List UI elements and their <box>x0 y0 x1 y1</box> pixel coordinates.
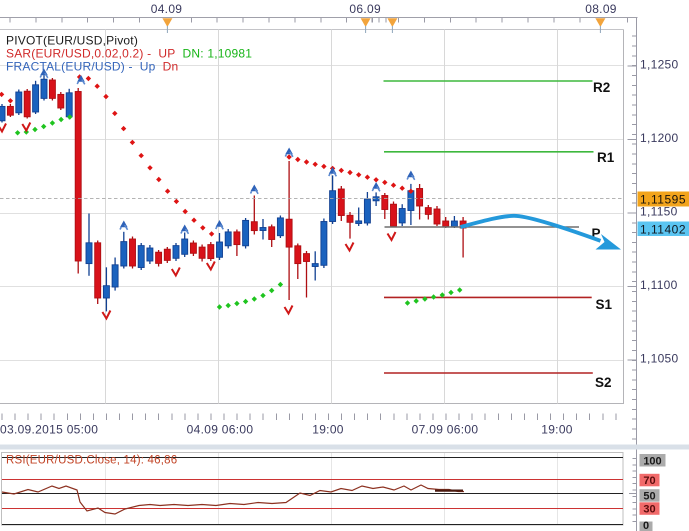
svg-text:07.09 06:00: 07.09 06:00 <box>412 423 479 437</box>
svg-text:1,1200: 1,1200 <box>640 131 679 145</box>
svg-text:FRACTAL(EUR/USD) - Up Dn: FRACTAL(EUR/USD) - Up Dn <box>6 60 178 74</box>
svg-text:19:00: 19:00 <box>312 423 344 437</box>
svg-text:RSI(EUR/USD.Close, 14): 46,86: RSI(EUR/USD.Close, 14): 46,86 <box>6 455 177 467</box>
svg-text:04.09: 04.09 <box>151 2 183 16</box>
svg-text:1,1250: 1,1250 <box>640 57 679 71</box>
svg-text:30: 30 <box>643 504 655 516</box>
svg-text:S1: S1 <box>596 297 613 312</box>
svg-text:S2: S2 <box>595 375 612 390</box>
svg-text:0: 0 <box>643 520 649 531</box>
svg-text:03.09.2015 05:00: 03.09.2015 05:00 <box>0 423 98 437</box>
svg-text:R1: R1 <box>597 150 615 165</box>
svg-text:PIVOT(EUR/USD,Pivot): PIVOT(EUR/USD,Pivot) <box>6 34 138 48</box>
svg-text:19:00: 19:00 <box>541 423 573 437</box>
svg-text:1,1100: 1,1100 <box>640 278 678 292</box>
svg-text:1,1150: 1,1150 <box>640 205 678 219</box>
svg-text:100: 100 <box>643 455 661 467</box>
svg-text:06.09: 06.09 <box>349 2 381 16</box>
svg-text:50: 50 <box>643 491 655 503</box>
svg-text:1,1050: 1,1050 <box>640 352 679 366</box>
svg-text:1,11402: 1,11402 <box>640 222 686 236</box>
svg-text:1,11595: 1,11595 <box>640 193 686 207</box>
svg-text:P: P <box>592 226 601 241</box>
svg-text:04.09 06:00: 04.09 06:00 <box>187 423 254 437</box>
svg-text:R2: R2 <box>593 80 610 95</box>
svg-text:70: 70 <box>643 475 655 487</box>
svg-text:08.09: 08.09 <box>585 2 617 16</box>
svg-text:SAR(EUR/USD,0.02,0.2) - UP D: SAR(EUR/USD,0.02,0.2) - UP DN: 1,10981 <box>6 47 252 61</box>
